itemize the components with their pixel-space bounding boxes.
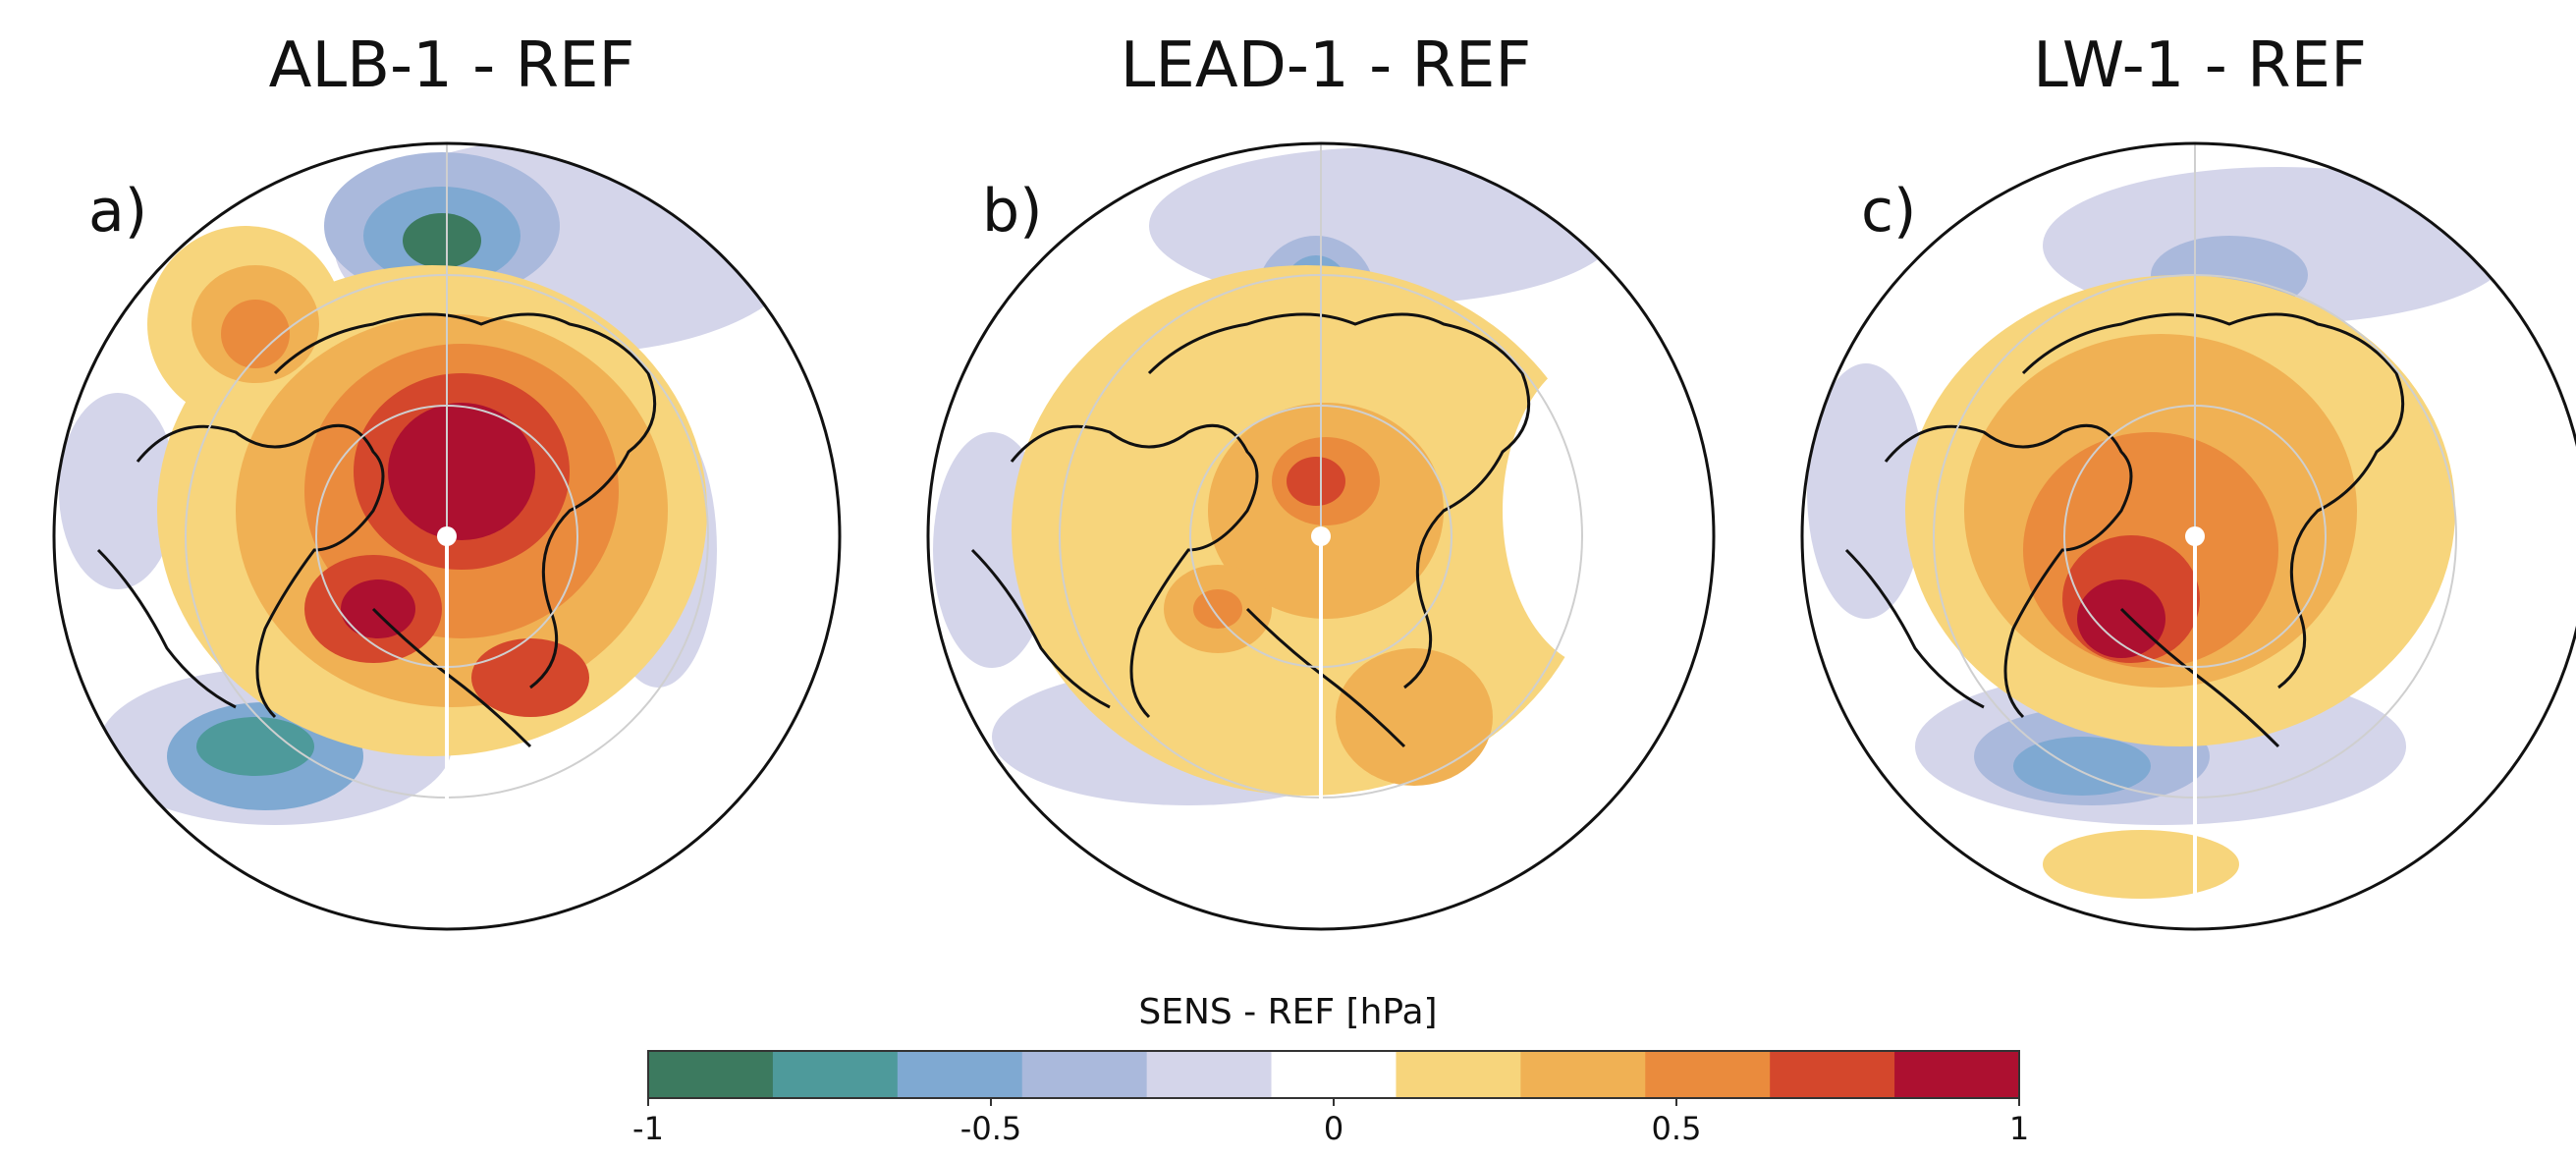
panel-title: ALB-1 - REF (268, 29, 635, 102)
colorbar-tick-label: 1 (2008, 1110, 2030, 1147)
colorbar-segment (897, 1051, 1023, 1098)
colorbar-segment (1645, 1051, 1771, 1098)
north-pole-marker (437, 526, 457, 546)
colorbar-tick-label: -0.5 (959, 1110, 1022, 1147)
colorbar-segment (1271, 1051, 1397, 1098)
colorbar-segment (1770, 1051, 1895, 1098)
panel-b: LEAD-1 - REF b) (894, 0, 1758, 943)
coastlines (1844, 312, 2405, 748)
map-outline (926, 141, 1716, 931)
panel-letter: c) (1861, 177, 1917, 246)
map-outline (1800, 141, 2576, 931)
coastlines (96, 312, 657, 748)
panel-title: LW-1 - REF (2033, 29, 2367, 102)
colorbar-label: SENS - REF [hPa] (1138, 992, 1438, 1032)
polar-map (1800, 141, 2576, 931)
panel-letter: b) (982, 177, 1043, 246)
map-outline (52, 141, 842, 931)
north-pole-marker (1311, 526, 1331, 546)
panel-letter: a) (88, 177, 148, 246)
colorbar-segment (648, 1051, 774, 1098)
colorbar-segment (1520, 1051, 1646, 1098)
panel-a: ALB-1 - REF a) (20, 0, 884, 943)
polar-map (52, 141, 842, 931)
colorbar-segment (1396, 1051, 1521, 1098)
colorbar-segment (1894, 1051, 2020, 1098)
coastlines (970, 312, 1531, 748)
anomaly-contours (59, 143, 805, 825)
colorbar (647, 1050, 2020, 1106)
north-pole-marker (2185, 526, 2205, 546)
colorbar-tick-label: 0 (1323, 1110, 1344, 1147)
colorbar-tick-label: 0.5 (1651, 1110, 1702, 1147)
colorbar-tick-label: -1 (632, 1110, 664, 1147)
colorbar-segment (1021, 1051, 1148, 1098)
anomaly-contours (1807, 167, 2514, 899)
colorbar-segment (1146, 1051, 1273, 1098)
panel-c: LW-1 - REF c) (1768, 0, 2576, 943)
polar-map (926, 141, 1716, 931)
colorbar-segment (772, 1051, 899, 1098)
panel-title: LEAD-1 - REF (1120, 29, 1532, 102)
